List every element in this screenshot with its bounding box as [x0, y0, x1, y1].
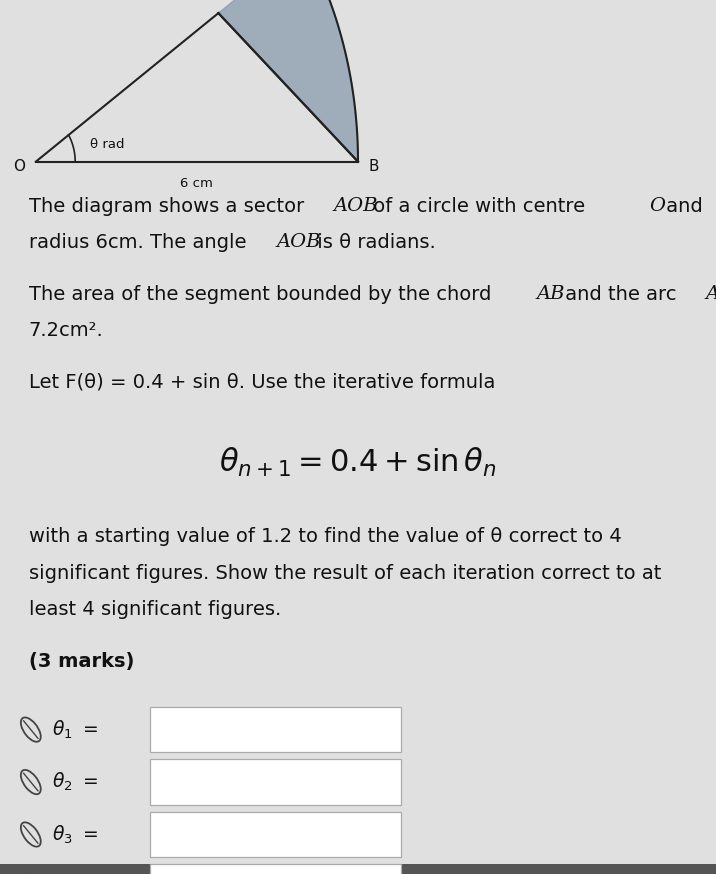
Text: θ rad: θ rad	[90, 138, 124, 151]
Text: $\theta_{n+1} = 0.4 + \sin \theta_n$: $\theta_{n+1} = 0.4 + \sin \theta_n$	[219, 447, 497, 479]
Text: $\theta_3\ =$: $\theta_3\ =$	[52, 823, 98, 846]
Text: and the arc: and the arc	[558, 285, 682, 304]
FancyBboxPatch shape	[150, 760, 401, 805]
Text: Let F(θ) = 0.4 + sin θ. Use the iterative formula: Let F(θ) = 0.4 + sin θ. Use the iterativ…	[29, 373, 495, 392]
FancyBboxPatch shape	[0, 864, 716, 874]
Text: significant figures. Show the result of each iteration correct to at: significant figures. Show the result of …	[29, 564, 661, 583]
Text: is θ radians.: is θ radians.	[311, 233, 435, 253]
Text: AOB: AOB	[277, 233, 321, 252]
Polygon shape	[218, 0, 358, 162]
Text: least 4 significant figures.: least 4 significant figures.	[29, 600, 281, 620]
FancyBboxPatch shape	[150, 864, 401, 874]
Text: The area of the segment bounded by the chord: The area of the segment bounded by the c…	[29, 285, 498, 304]
Text: $\theta_2\ =$: $\theta_2\ =$	[52, 771, 98, 794]
Text: O: O	[13, 158, 25, 174]
Text: 7.2cm².: 7.2cm².	[29, 322, 103, 341]
Text: A: A	[213, 0, 223, 3]
Text: AB: AB	[705, 285, 716, 302]
Text: radius 6cm. The angle: radius 6cm. The angle	[29, 233, 252, 253]
Text: B: B	[369, 158, 379, 174]
Text: AB: AB	[536, 285, 565, 302]
Text: and: and	[660, 197, 703, 216]
Text: The diagram shows a sector: The diagram shows a sector	[29, 197, 310, 216]
Text: AOB: AOB	[333, 197, 377, 215]
Text: (3 marks): (3 marks)	[29, 652, 134, 671]
FancyBboxPatch shape	[150, 812, 401, 857]
Text: O: O	[649, 197, 665, 215]
Text: $\theta_1\ =$: $\theta_1\ =$	[52, 718, 98, 741]
Text: 6 cm: 6 cm	[180, 177, 213, 191]
FancyBboxPatch shape	[150, 707, 401, 753]
Text: with a starting value of 1.2 to find the value of θ correct to 4: with a starting value of 1.2 to find the…	[29, 527, 621, 546]
Text: of a circle with centre: of a circle with centre	[367, 197, 591, 216]
